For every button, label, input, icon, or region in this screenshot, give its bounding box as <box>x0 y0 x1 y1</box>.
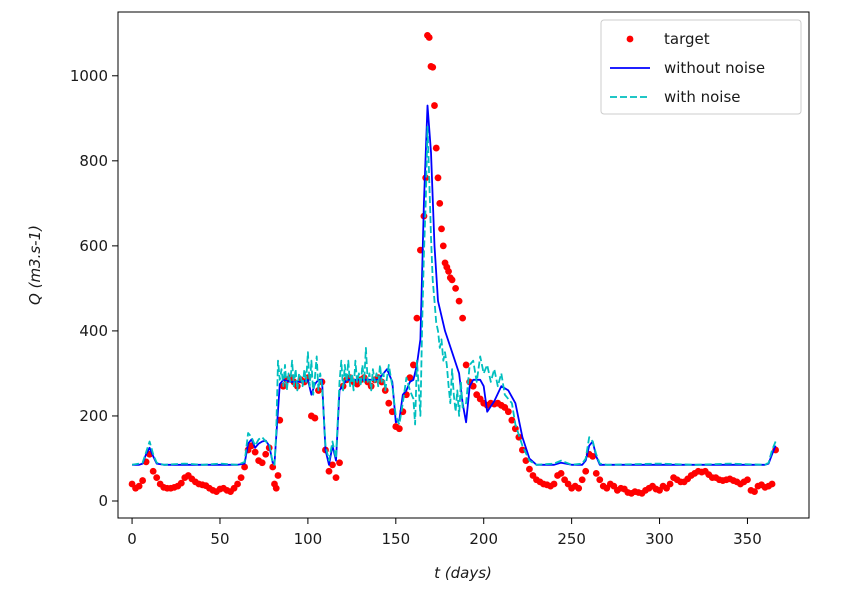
target-point <box>139 477 147 484</box>
target-point <box>589 452 597 460</box>
x-tick-label: 350 <box>733 530 762 548</box>
target-point <box>395 425 403 433</box>
target-point <box>508 416 516 424</box>
target-point <box>445 267 452 275</box>
x-tick-label: 150 <box>381 530 410 548</box>
target-point <box>432 144 440 152</box>
target-point <box>177 479 185 487</box>
target-point <box>439 242 447 250</box>
target-point <box>578 476 586 484</box>
target-point <box>153 474 161 482</box>
target-point <box>311 414 319 422</box>
x-tick-label: 200 <box>469 530 498 548</box>
target-point <box>557 469 565 477</box>
legend-label: without noise <box>664 59 765 77</box>
target-point <box>459 314 467 322</box>
x-tick-label: 50 <box>210 530 229 548</box>
y-axis-label: Q (m3.s-1) <box>26 225 44 305</box>
target-point <box>251 448 259 456</box>
y-tick-label: 200 <box>79 407 108 425</box>
x-axis-label: t (days) <box>434 564 492 582</box>
x-tick-label: 100 <box>294 530 323 548</box>
legend-marker-target <box>626 35 634 43</box>
target-point <box>149 467 157 475</box>
y-axis-label-group: Q (m3.s-1) <box>26 225 44 305</box>
target-point <box>768 480 776 488</box>
target-point <box>325 467 333 475</box>
legend-box <box>600 19 802 115</box>
target-point <box>519 446 526 454</box>
target-point <box>550 480 558 488</box>
x-axis: 0 50 100 150 200 250 300 350 <box>127 518 762 548</box>
target-point <box>462 361 470 369</box>
target-point <box>332 474 340 482</box>
target-point <box>575 484 583 492</box>
axes-frame <box>117 11 810 519</box>
target-point <box>434 174 442 182</box>
target-point <box>526 465 533 473</box>
target-point <box>241 463 248 471</box>
target-point <box>452 284 459 292</box>
y-tick-label: 600 <box>79 237 108 255</box>
target-point <box>234 480 241 488</box>
y-tick-label: 400 <box>79 322 108 340</box>
without-noise-line <box>132 104 777 466</box>
plot-area <box>128 31 779 497</box>
target-point <box>336 459 343 467</box>
target-point <box>448 276 456 284</box>
target-point <box>431 102 438 109</box>
target-point <box>135 482 143 490</box>
target-point <box>515 433 523 441</box>
target-point <box>455 297 463 305</box>
target-point <box>409 361 417 369</box>
x-tick-label: 0 <box>127 530 137 548</box>
target-point <box>744 476 751 484</box>
legend-label: target <box>664 30 710 48</box>
y-tick-label: 0 <box>98 492 108 510</box>
target-point <box>596 476 604 484</box>
target-point <box>274 472 282 479</box>
target-point <box>436 199 444 207</box>
target-point <box>406 374 414 382</box>
target-point <box>504 408 512 416</box>
x-tick-label: 250 <box>557 530 586 548</box>
target-point <box>385 399 393 407</box>
y-tick-label: 1000 <box>70 67 108 85</box>
legend: target without noise with noise <box>600 19 802 115</box>
x-tick-label: 300 <box>645 530 674 548</box>
target-point <box>425 34 433 41</box>
target-point <box>258 459 266 467</box>
y-axis: 0 200 400 600 800 1000 <box>70 67 118 510</box>
target-point <box>582 467 590 475</box>
with-noise-line <box>131 125 777 466</box>
target-point <box>237 474 245 482</box>
target-point <box>429 63 437 71</box>
target-point <box>751 488 758 496</box>
target-point <box>438 225 445 233</box>
target-point <box>272 484 280 492</box>
legend-label: with noise <box>664 88 741 106</box>
target-point <box>666 480 674 488</box>
target-point <box>329 461 336 469</box>
target-point <box>413 314 421 322</box>
target-point <box>262 450 270 458</box>
target-point <box>592 469 600 477</box>
y-tick-label: 800 <box>79 152 108 170</box>
